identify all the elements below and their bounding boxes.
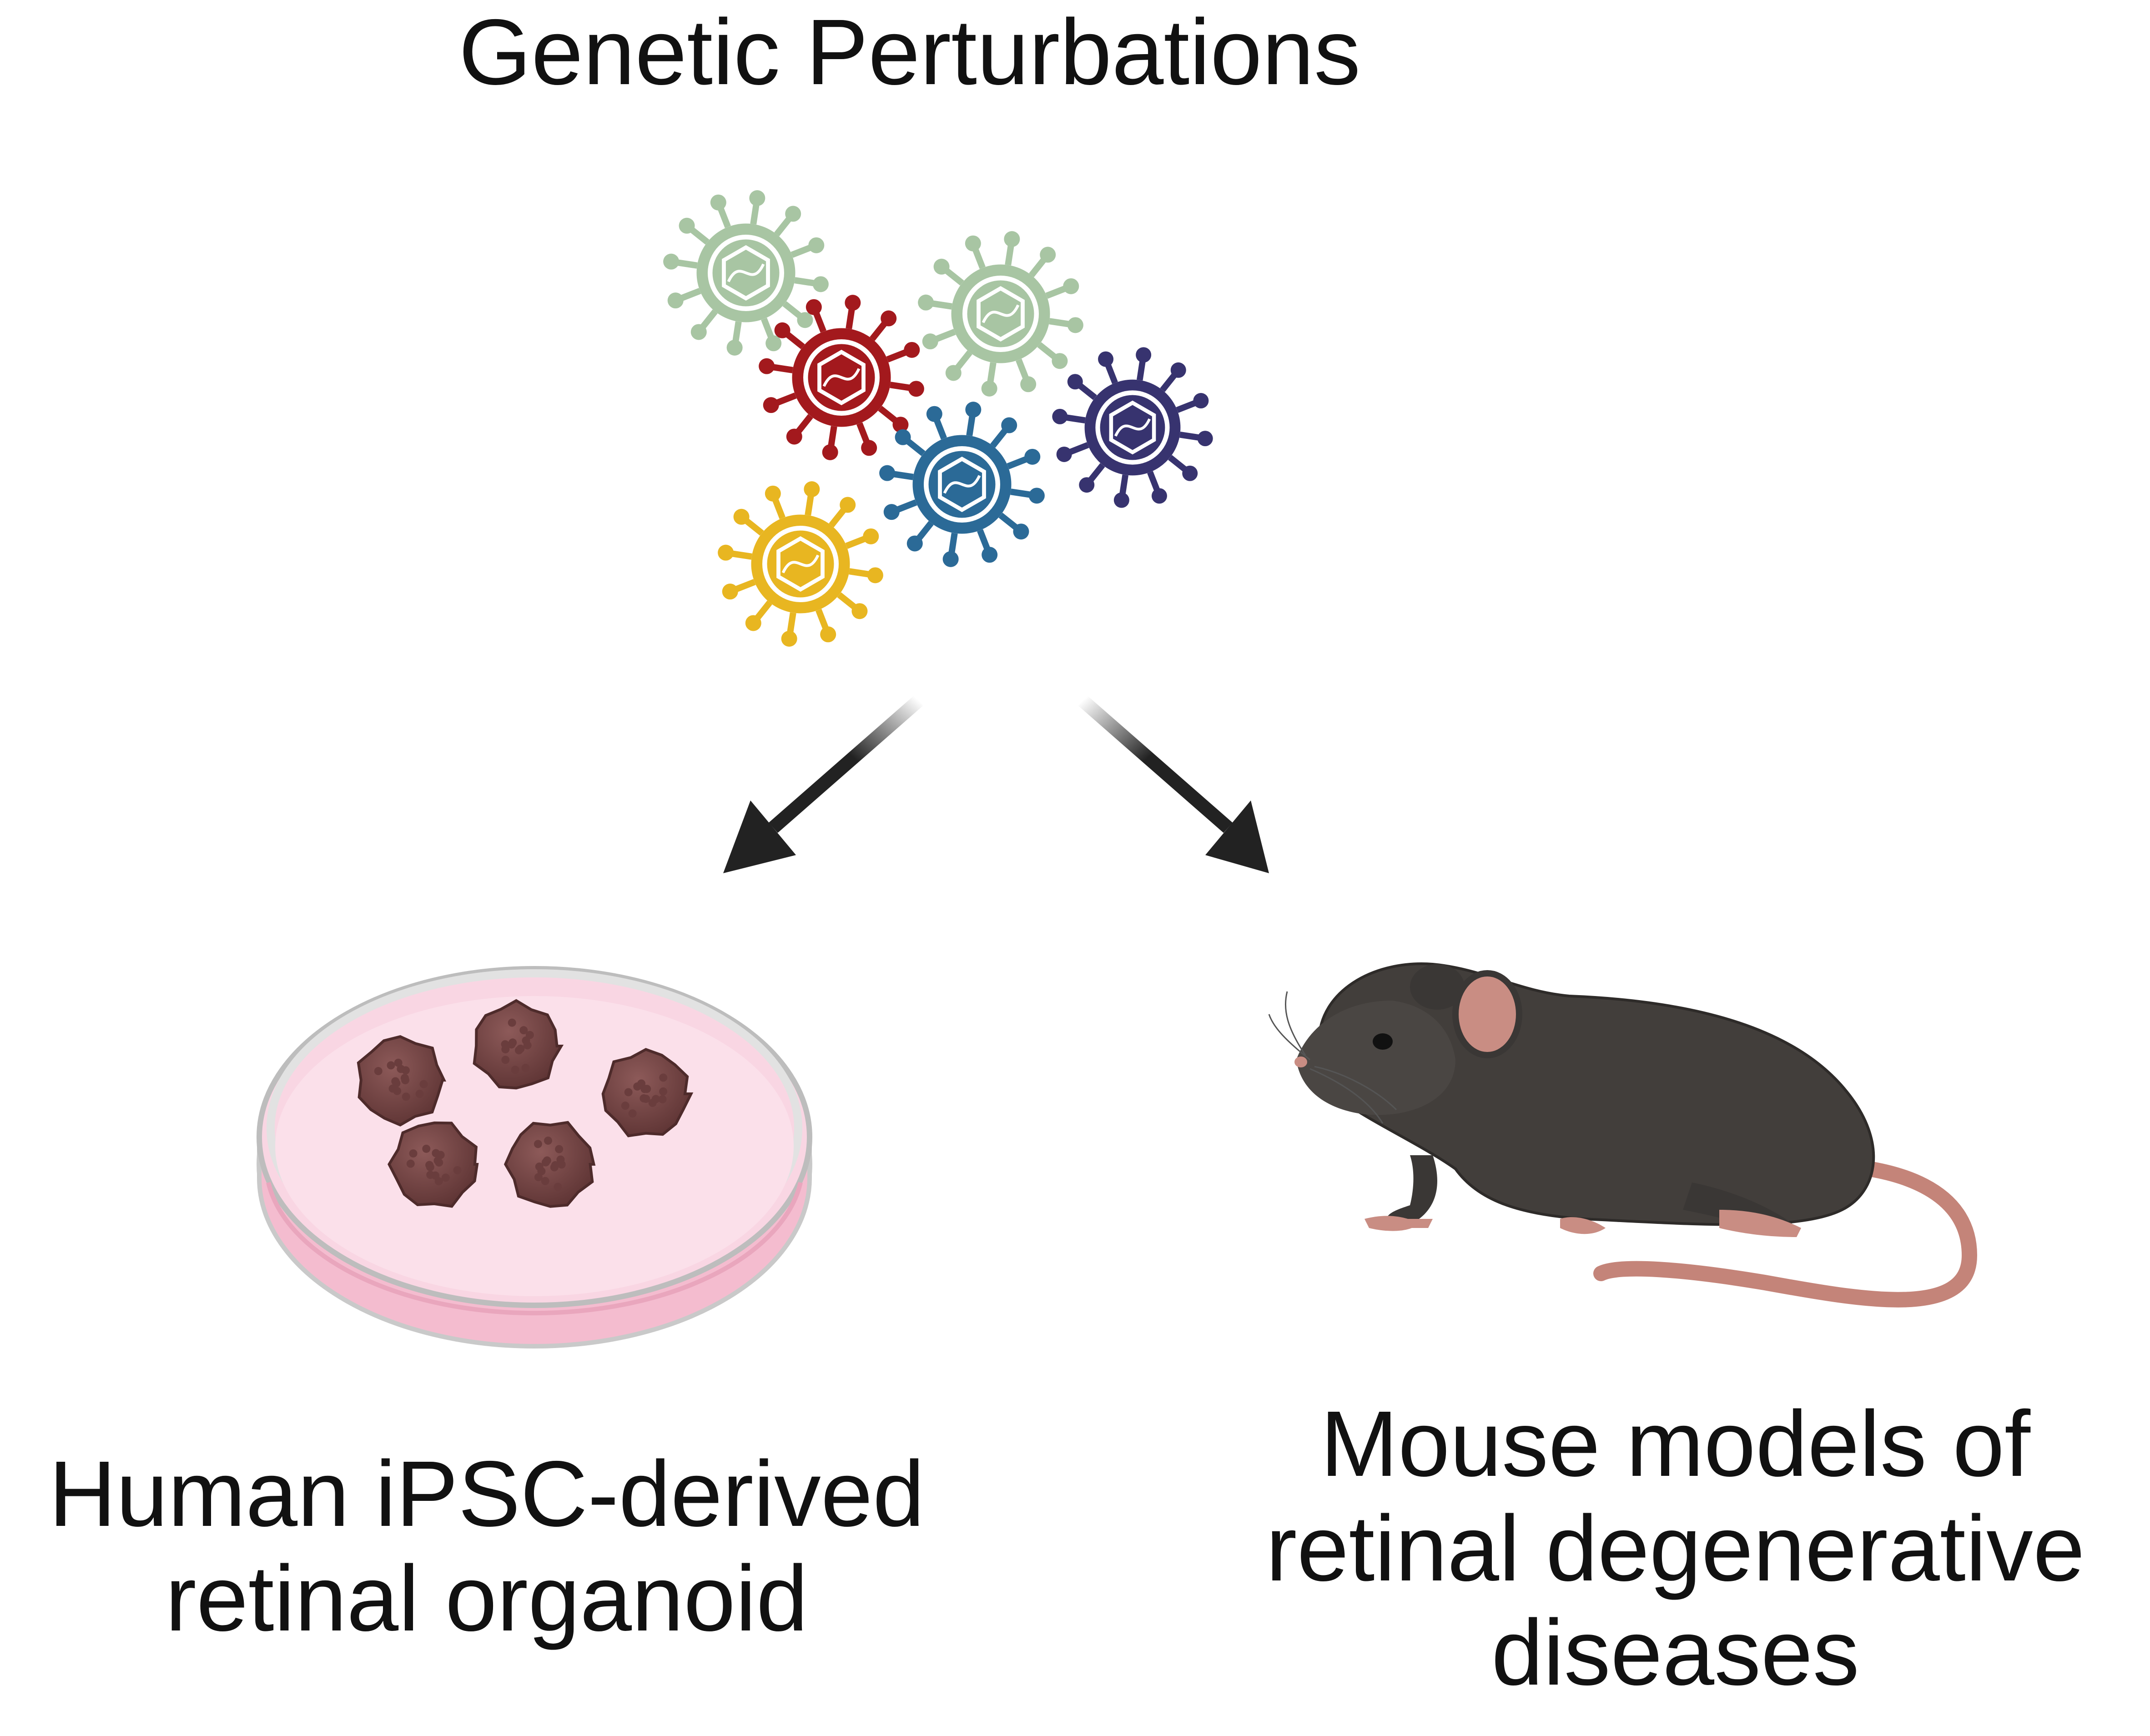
virus-green-2-icon	[918, 231, 1083, 397]
mouse-label-line-2: retinal degenerative	[1266, 1496, 2085, 1600]
organoid-label: Human iPSC-derived retinal organoid	[0, 1442, 973, 1650]
organoid-2-icon	[473, 999, 564, 1090]
mouse-icon	[1268, 962, 1978, 1308]
virus-blue-icon	[879, 402, 1045, 567]
virus-red-icon	[759, 295, 924, 460]
diagram-title: Genetic Perturbations	[458, 0, 1361, 104]
organoid-label-line-1: Human iPSC-derived	[49, 1442, 925, 1546]
organoid-group	[357, 999, 694, 1208]
arrow-to-organoid	[723, 695, 923, 873]
organoid-label-line-2: retinal organoid	[165, 1546, 808, 1650]
mouse-label: Mouse models of retinal degenerative dis…	[1201, 1392, 2150, 1705]
virus-green-1-icon	[663, 190, 829, 356]
arrow-head-right-icon	[1205, 800, 1269, 873]
organoid-5-icon	[504, 1121, 596, 1208]
organoid-4-icon	[388, 1121, 479, 1208]
virus-purple-icon	[1052, 347, 1213, 508]
arrow-to-mouse	[1078, 695, 1269, 873]
mouse-label-line-3: diseases	[1491, 1600, 1860, 1705]
arrow-head-left-icon	[723, 800, 796, 873]
virus-yellow-icon	[718, 481, 883, 647]
mouse-label-line-1: Mouse models of	[1320, 1392, 2031, 1496]
organoid-1-icon	[357, 1035, 447, 1127]
virus-cluster	[663, 190, 1213, 647]
organoid-3-icon	[601, 1048, 694, 1137]
